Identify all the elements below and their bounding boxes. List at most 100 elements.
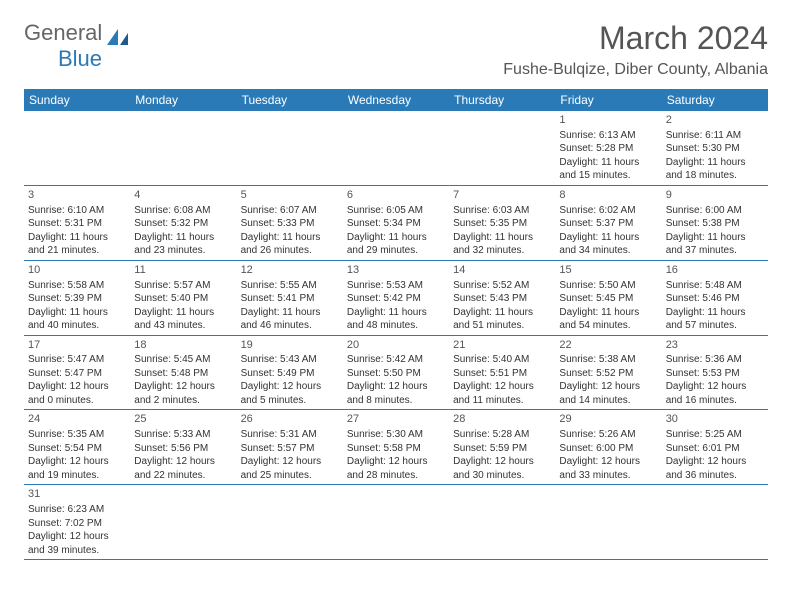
calendar-cell: 28Sunrise: 5:28 AMSunset: 5:59 PMDayligh… — [449, 410, 555, 485]
calendar-cell — [24, 111, 130, 185]
daylight-text: Daylight: 11 hours and 26 minutes. — [241, 231, 339, 258]
daylight-text: Daylight: 11 hours and 43 minutes. — [134, 306, 232, 333]
calendar-row: 10Sunrise: 5:58 AMSunset: 5:39 PMDayligh… — [24, 260, 768, 335]
sunset-text: Sunset: 5:37 PM — [559, 217, 657, 231]
daylight-text: Daylight: 12 hours and 16 minutes. — [666, 380, 764, 407]
day-number: 22 — [559, 338, 657, 353]
sunset-text: Sunset: 6:00 PM — [559, 442, 657, 456]
day-number: 27 — [347, 412, 445, 427]
day-number: 19 — [241, 338, 339, 353]
sunrise-text: Sunrise: 6:00 AM — [666, 204, 764, 218]
calendar-row: 24Sunrise: 5:35 AMSunset: 5:54 PMDayligh… — [24, 410, 768, 485]
calendar-cell: 10Sunrise: 5:58 AMSunset: 5:39 PMDayligh… — [24, 260, 130, 335]
daylight-text: Daylight: 12 hours and 19 minutes. — [28, 455, 126, 482]
day-number: 7 — [453, 188, 551, 203]
day-number: 11 — [134, 263, 232, 278]
sunrise-text: Sunrise: 6:23 AM — [28, 503, 126, 517]
sunrise-text: Sunrise: 5:58 AM — [28, 279, 126, 293]
sunrise-text: Sunrise: 5:31 AM — [241, 428, 339, 442]
calendar-cell: 16Sunrise: 5:48 AMSunset: 5:46 PMDayligh… — [662, 260, 768, 335]
calendar-cell: 9Sunrise: 6:00 AMSunset: 5:38 PMDaylight… — [662, 185, 768, 260]
daylight-text: Daylight: 12 hours and 8 minutes. — [347, 380, 445, 407]
sunrise-text: Sunrise: 6:08 AM — [134, 204, 232, 218]
calendar-cell: 6Sunrise: 6:05 AMSunset: 5:34 PMDaylight… — [343, 185, 449, 260]
sunset-text: Sunset: 6:01 PM — [666, 442, 764, 456]
day-number: 20 — [347, 338, 445, 353]
daylight-text: Daylight: 11 hours and 51 minutes. — [453, 306, 551, 333]
sunset-text: Sunset: 5:53 PM — [666, 367, 764, 381]
calendar-cell — [449, 111, 555, 185]
day-number: 1 — [559, 113, 657, 128]
calendar-cell — [343, 111, 449, 185]
daylight-text: Daylight: 11 hours and 57 minutes. — [666, 306, 764, 333]
daylight-text: Daylight: 12 hours and 22 minutes. — [134, 455, 232, 482]
daylight-text: Daylight: 11 hours and 34 minutes. — [559, 231, 657, 258]
calendar-cell: 24Sunrise: 5:35 AMSunset: 5:54 PMDayligh… — [24, 410, 130, 485]
sunset-text: Sunset: 5:30 PM — [666, 142, 764, 156]
calendar-row: 17Sunrise: 5:47 AMSunset: 5:47 PM Dayligh… — [24, 335, 768, 410]
day-number: 21 — [453, 338, 551, 353]
sunset-text: Sunset: 5:51 PM — [453, 367, 551, 381]
sunrise-text: Sunrise: 5:48 AM — [666, 279, 764, 293]
day-header: Tuesday — [237, 89, 343, 111]
daylight-text: Daylight: 11 hours and 40 minutes. — [28, 306, 126, 333]
title-block: March 2024 Fushe-Bulqize, Diber County, … — [503, 20, 768, 79]
calendar-cell — [555, 485, 661, 560]
calendar-cell: 25Sunrise: 5:33 AMSunset: 5:56 PMDayligh… — [130, 410, 236, 485]
day-header: Friday — [555, 89, 661, 111]
day-number: 15 — [559, 263, 657, 278]
calendar-cell: 2Sunrise: 6:11 AMSunset: 5:30 PMDaylight… — [662, 111, 768, 185]
calendar-cell: 26Sunrise: 5:31 AMSunset: 5:57 PMDayligh… — [237, 410, 343, 485]
daylight-text: Daylight: 12 hours and 2 minutes. — [134, 380, 232, 407]
calendar-cell: 20Sunrise: 5:42 AMSunset: 5:50 PMDayligh… — [343, 335, 449, 410]
daylight-text: Daylight: 12 hours and 5 minutes. — [241, 380, 339, 407]
sunset-text: Sunset: 5:42 PM — [347, 292, 445, 306]
sunset-text: Sunset: 5:28 PM — [559, 142, 657, 156]
logo: GeneralBlue — [24, 20, 130, 72]
day-number: 24 — [28, 412, 126, 427]
calendar-row: 31Sunrise: 6:23 AMSunset: 7:02 PMDayligh… — [24, 485, 768, 560]
calendar-cell: 23Sunrise: 5:36 AMSunset: 5:53 PMDayligh… — [662, 335, 768, 410]
day-number: 26 — [241, 412, 339, 427]
sunset-text: Sunset: 5:33 PM — [241, 217, 339, 231]
calendar-cell: 3Sunrise: 6:10 AMSunset: 5:31 PMDaylight… — [24, 185, 130, 260]
sunset-text: Sunset: 5:56 PM — [134, 442, 232, 456]
day-number: 28 — [453, 412, 551, 427]
sunrise-text: Sunrise: 5:35 AM — [28, 428, 126, 442]
sunset-text: Sunset: 5:38 PM — [666, 217, 764, 231]
calendar-row: 1Sunrise: 6:13 AMSunset: 5:28 PMDaylight… — [24, 111, 768, 185]
calendar-cell: 8Sunrise: 6:02 AMSunset: 5:37 PMDaylight… — [555, 185, 661, 260]
calendar-cell: 11Sunrise: 5:57 AMSunset: 5:40 PMDayligh… — [130, 260, 236, 335]
day-header-row: SundayMondayTuesdayWednesdayThursdayFrid… — [24, 89, 768, 111]
daylight-text: Daylight: 12 hours and 25 minutes. — [241, 455, 339, 482]
sunset-text: Sunset: 5:49 PM — [241, 367, 339, 381]
calendar-cell: 13Sunrise: 5:53 AMSunset: 5:42 PMDayligh… — [343, 260, 449, 335]
sunset-text: Sunset: 5:32 PM — [134, 217, 232, 231]
daylight-text: Daylight: 12 hours and 39 minutes. — [28, 530, 126, 557]
day-number: 8 — [559, 188, 657, 203]
sunset-text: Sunset: 5:43 PM — [453, 292, 551, 306]
sunrise-text: Sunrise: 6:07 AM — [241, 204, 339, 218]
daylight-text: Daylight: 11 hours and 18 minutes. — [666, 156, 764, 183]
day-number: 16 — [666, 263, 764, 278]
sunrise-text: Sunrise: 5:47 AM — [28, 353, 126, 367]
day-number: 31 — [28, 487, 126, 502]
day-number: 5 — [241, 188, 339, 203]
sunset-text: Sunset: 5:52 PM — [559, 367, 657, 381]
calendar-cell: 1Sunrise: 6:13 AMSunset: 5:28 PMDaylight… — [555, 111, 661, 185]
sunset-text: Sunset: 5:46 PM — [666, 292, 764, 306]
sunrise-text: Sunrise: 5:53 AM — [347, 279, 445, 293]
calendar-cell — [130, 485, 236, 560]
calendar-cell: 5Sunrise: 6:07 AMSunset: 5:33 PMDaylight… — [237, 185, 343, 260]
calendar-cell — [449, 485, 555, 560]
month-title: March 2024 — [503, 20, 768, 57]
day-number: 17 — [28, 338, 126, 353]
calendar-cell: 14Sunrise: 5:52 AMSunset: 5:43 PMDayligh… — [449, 260, 555, 335]
calendar-cell — [662, 485, 768, 560]
daylight-text: Daylight: 11 hours and 54 minutes. — [559, 306, 657, 333]
sunset-text: Sunset: 5:47 PM — [28, 367, 126, 381]
sunrise-text: Sunrise: 5:50 AM — [559, 279, 657, 293]
sunrise-text: Sunrise: 5:57 AM — [134, 279, 232, 293]
daylight-text: Daylight: 11 hours and 37 minutes. — [666, 231, 764, 258]
sunset-text: Sunset: 5:31 PM — [28, 217, 126, 231]
